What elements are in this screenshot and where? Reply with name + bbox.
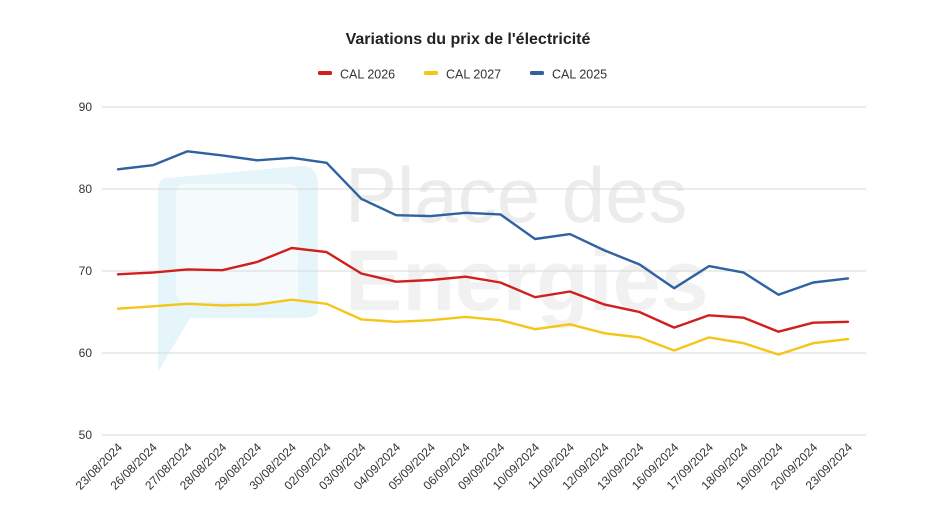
legend-label: CAL 2027	[446, 68, 501, 82]
y-tick-label: 80	[79, 182, 93, 196]
legend-swatch	[530, 71, 544, 75]
y-tick-label: 70	[79, 264, 93, 278]
legend: CAL 2026 CAL 2027 CAL 2025	[318, 68, 607, 82]
y-axis: 50 60 70 80 90	[79, 100, 93, 442]
legend-swatch	[318, 71, 332, 75]
y-tick-label: 50	[79, 428, 93, 442]
legend-label: CAL 2025	[552, 68, 607, 82]
legend-label: CAL 2026	[340, 68, 395, 82]
y-tick-label: 90	[79, 100, 93, 114]
x-axis: 23/08/202426/08/202427/08/202428/08/2024…	[73, 440, 856, 493]
legend-swatch	[424, 71, 438, 75]
watermark-logo: Place des Energies	[158, 151, 708, 372]
series-lines	[116, 150, 850, 356]
series-line-cal-2027	[116, 298, 850, 356]
watermark-logo-inner	[176, 184, 298, 302]
chart-title: Variations du prix de l'électricité	[346, 31, 591, 48]
series-line-cal-2025	[116, 150, 850, 296]
series-line-cal-2026	[116, 246, 850, 333]
y-tick-label: 60	[79, 346, 93, 360]
